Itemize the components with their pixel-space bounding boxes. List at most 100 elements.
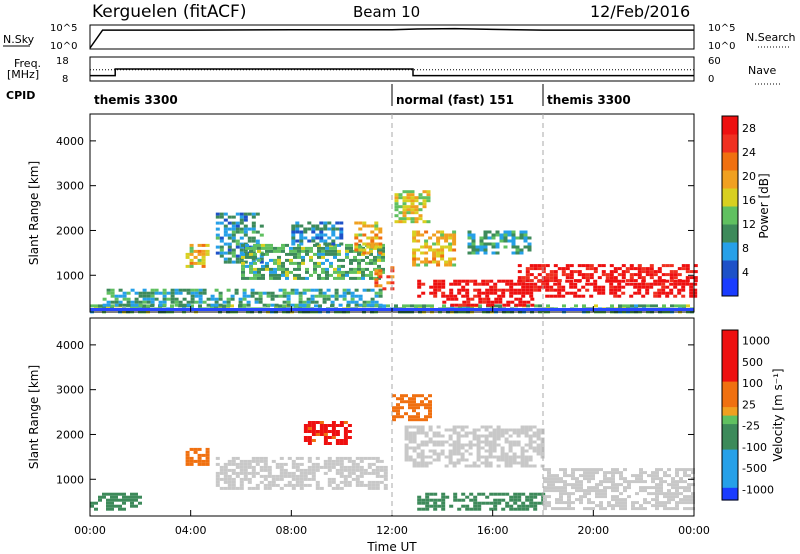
heatmap-cell bbox=[306, 300, 311, 304]
heatmap-cell bbox=[464, 443, 469, 447]
heatmap-cell bbox=[687, 501, 691, 505]
heatmap-cell bbox=[581, 294, 586, 298]
heatmap-cell bbox=[551, 474, 555, 478]
heatmap-cell bbox=[637, 288, 642, 292]
heatmap-cell bbox=[231, 477, 236, 481]
heatmap-cell bbox=[639, 507, 643, 511]
heatmap-cell bbox=[412, 406, 416, 410]
heatmap-cell bbox=[577, 294, 582, 298]
heatmap-cell bbox=[424, 440, 429, 444]
heatmap-cell bbox=[468, 431, 473, 435]
heatmap-cell bbox=[242, 294, 247, 298]
heatmap-cell bbox=[263, 465, 268, 469]
heatmap-cell bbox=[319, 430, 324, 433]
heatmap-cell bbox=[390, 281, 395, 285]
heatmap-cell bbox=[643, 507, 647, 511]
heatmap-cell bbox=[448, 443, 453, 447]
heatmap-cell bbox=[323, 442, 328, 445]
heatmap-cell bbox=[231, 230, 236, 234]
heatmap-cell bbox=[281, 264, 285, 268]
heatmap-cell bbox=[259, 480, 264, 484]
heatmap-cell bbox=[573, 291, 578, 295]
heatmap-cell bbox=[417, 495, 422, 499]
heatmap-cell bbox=[512, 458, 517, 462]
heatmap-cell bbox=[424, 257, 429, 261]
heatmap-cell bbox=[374, 221, 379, 225]
heatmap-cell bbox=[412, 440, 417, 444]
heatmap-cell bbox=[373, 255, 377, 259]
heatmap-cell bbox=[471, 242, 476, 246]
heatmap-cell bbox=[347, 468, 352, 472]
heatmap-cell bbox=[505, 288, 510, 292]
heatmap-cell bbox=[675, 501, 679, 505]
heatmap-cell bbox=[591, 507, 595, 511]
heatmap-cell bbox=[231, 224, 236, 228]
colorbar-swatch bbox=[722, 474, 738, 480]
heatmap-cell bbox=[428, 260, 433, 264]
heatmap-cell bbox=[613, 276, 618, 280]
colorbar-swatch bbox=[722, 466, 738, 471]
heatmap-cell bbox=[299, 483, 304, 487]
heatmap-cell bbox=[343, 442, 348, 445]
heatmap-cell bbox=[378, 284, 383, 288]
heatmap-cell bbox=[521, 282, 526, 286]
heatmap-cell bbox=[609, 270, 614, 274]
heatmap-cell bbox=[327, 468, 332, 472]
heatmap-cell bbox=[243, 468, 248, 472]
heatmap-cell bbox=[440, 230, 445, 234]
heatmap-cell bbox=[646, 304, 650, 308]
heatmap-cell bbox=[536, 428, 541, 432]
heatmap-cell bbox=[281, 273, 285, 277]
heatmap-cell bbox=[193, 261, 198, 265]
heatmap-cell bbox=[671, 498, 675, 502]
heatmap-cell bbox=[625, 282, 630, 286]
heatmap-cell bbox=[461, 492, 466, 496]
heatmap-cell bbox=[537, 288, 542, 292]
heatmap-cell bbox=[609, 291, 614, 295]
heatmap-cell bbox=[396, 397, 400, 401]
heatmap-cell bbox=[428, 437, 433, 441]
heatmap-cell bbox=[190, 291, 195, 295]
heatmap-cell bbox=[444, 260, 449, 264]
heatmap-cell bbox=[498, 304, 502, 308]
heatmap-cell bbox=[603, 507, 607, 511]
heatmap-cell bbox=[178, 288, 183, 292]
colorbar-swatch bbox=[722, 287, 738, 292]
heatmap-cell bbox=[623, 498, 627, 502]
heatmap-cell bbox=[599, 495, 603, 499]
heatmap-cell bbox=[629, 273, 634, 277]
heatmap-cell bbox=[339, 462, 344, 466]
heatmap-cell bbox=[663, 507, 667, 511]
heatmap-cell bbox=[247, 239, 252, 243]
heatmap-cell bbox=[667, 474, 671, 478]
heatmap-cell bbox=[436, 431, 441, 435]
heatmap-cell bbox=[432, 434, 437, 438]
heatmap-cell bbox=[508, 443, 513, 447]
heatmap-cell bbox=[651, 498, 655, 502]
heatmap-cell bbox=[333, 267, 337, 271]
heatmap-cell bbox=[255, 486, 260, 490]
heatmap-cell bbox=[637, 291, 642, 295]
heatmap-cell bbox=[223, 471, 228, 475]
heatmap-cell bbox=[291, 224, 296, 228]
heatmap-cell bbox=[219, 236, 224, 240]
heatmap-cell bbox=[408, 434, 413, 438]
heatmap-cell bbox=[110, 300, 115, 304]
heatmap-cell bbox=[239, 480, 244, 484]
heatmap-cell bbox=[338, 303, 343, 307]
heatmap-cell bbox=[565, 273, 570, 277]
heatmap-cell bbox=[291, 462, 296, 466]
heatmap-cell bbox=[595, 495, 599, 499]
heatmap-cell bbox=[231, 233, 236, 237]
heatmap-cell bbox=[319, 221, 324, 225]
heatmap-cell bbox=[241, 264, 245, 268]
heatmap-cell bbox=[227, 468, 232, 472]
heatmap-cell bbox=[547, 468, 551, 472]
heatmap-cell bbox=[201, 249, 206, 253]
heatmap-cell bbox=[394, 193, 399, 197]
heatmap-cell bbox=[337, 267, 341, 271]
heatmap-cell bbox=[432, 248, 437, 252]
heatmap-cell bbox=[506, 303, 511, 307]
heatmap-cell bbox=[303, 227, 308, 231]
heatmap-cell bbox=[479, 239, 484, 243]
